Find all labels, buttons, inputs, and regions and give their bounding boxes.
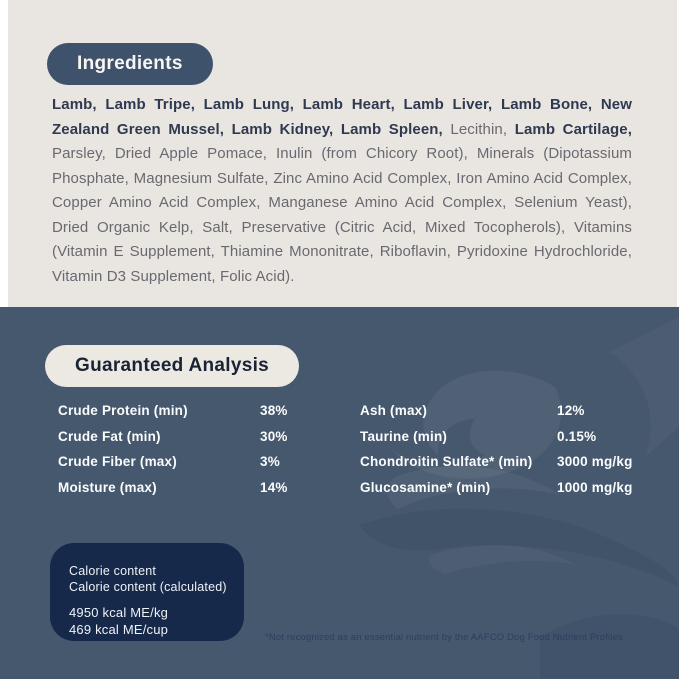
- ingredients-text: Lamb, Lamb Tripe, Lamb Lung, Lamb Heart,…: [52, 93, 632, 289]
- guaranteed-analysis-table: Crude Protein (min) 38% Crude Fat (min) 30%…: [58, 403, 636, 505]
- calorie-heading-line: Calorie content (calculated): [69, 580, 227, 594]
- analysis-row: Ash (max) 12%: [360, 403, 636, 429]
- analysis-row: Glucosamine* (min) 1000 mg/kg: [360, 480, 636, 506]
- calorie-value-line: 469 kcal ME/cup: [69, 622, 169, 637]
- analysis-value: 1000 mg/kg: [557, 479, 633, 495]
- analysis-value: 38%: [260, 403, 288, 418]
- analysis-label: Crude Fat (min): [58, 428, 161, 444]
- analysis-value: 3000 mg/kg: [557, 454, 633, 470]
- analysis-label: Crude Fiber (max): [58, 454, 177, 470]
- analysis-label: Taurine (min): [360, 428, 448, 444]
- analysis-label: Ash (max): [360, 403, 428, 418]
- guaranteed-analysis-section: Guaranteed Analysis Crude Protein (min) 3…: [0, 307, 679, 679]
- analysis-value: 0.15%: [557, 428, 597, 444]
- analysis-label: Moisture (max): [58, 479, 157, 495]
- ingredients-section: Ingredients Lamb, Lamb Tripe, Lamb Lung,…: [8, 0, 677, 307]
- guaranteed-analysis-header-pill: Guaranteed Analysis: [45, 345, 300, 387]
- analysis-row: Crude Fiber (max) 3%: [58, 454, 360, 480]
- analysis-row: Moisture (max) 14%: [58, 480, 360, 506]
- calorie-heading-line: Calorie content: [69, 564, 157, 578]
- analysis-column-right: Ash (max) 12% Taurine (min) 0.15% Chondroiti…: [360, 403, 636, 505]
- analysis-label: Crude Protein (min): [58, 403, 188, 418]
- analysis-value: 14%: [260, 479, 288, 495]
- calorie-content-values: 4950 kcal ME/kg 469 kcal ME/cup: [69, 604, 244, 638]
- analysis-column-left: Crude Protein (min) 38% Crude Fat (min) 30%…: [58, 403, 360, 505]
- ingredient-text-bold: Lamb Cartilage,: [514, 120, 632, 138]
- analysis-label: Chondroitin Sulfate* (min): [360, 454, 533, 470]
- analysis-label: Glucosamine* (min): [360, 479, 491, 495]
- ingredients-header-pill: Ingredients: [47, 43, 213, 85]
- calorie-content-headings: Calorie content Calorie content (calculat…: [69, 563, 244, 595]
- ingredient-text-bold: Lamb, Lamb Tripe, Lamb Lung, Lamb Heart,…: [52, 96, 632, 138]
- analysis-row: Taurine (min) 0.15%: [360, 429, 636, 455]
- calorie-value-line: 4950 kcal ME/kg: [69, 605, 169, 620]
- analysis-value: 30%: [260, 428, 288, 444]
- guaranteed-analysis-header-label: Guaranteed Analysis: [75, 355, 270, 376]
- analysis-value: 3%: [260, 454, 280, 470]
- analysis-row: Crude Protein (min) 38%: [58, 403, 360, 429]
- analysis-value: 12%: [557, 403, 585, 418]
- ingredients-header-label: Ingredients: [77, 53, 183, 74]
- analysis-row: Chondroitin Sulfate* (min) 3000 mg/kg: [360, 454, 636, 480]
- ingredient-text-regular: Parsley, Dried Apple Pomace, Inulin (fro…: [52, 145, 632, 285]
- calorie-content-box: Calorie content Calorie content (calculat…: [50, 543, 244, 641]
- ingredient-text-regular: Lecithin,: [450, 120, 515, 138]
- aafco-footnote: *Not recognized as an essential nutrient…: [265, 632, 623, 643]
- analysis-row: Crude Fat (min) 30%: [58, 429, 360, 455]
